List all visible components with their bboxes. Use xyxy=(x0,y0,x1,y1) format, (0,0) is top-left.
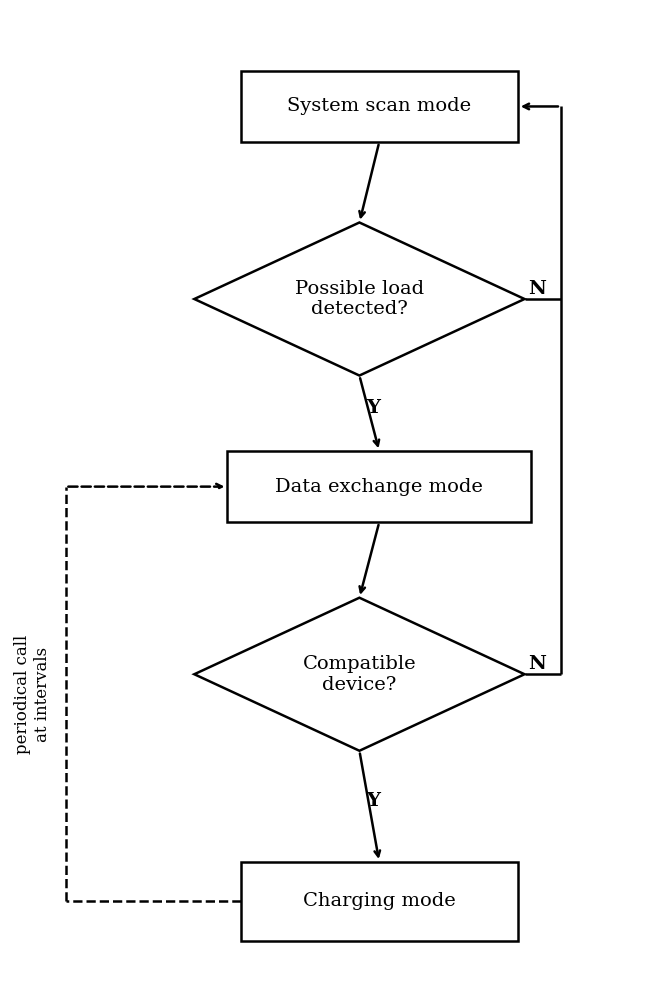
Polygon shape xyxy=(194,222,525,375)
Text: periodical call
at intervals: periodical call at intervals xyxy=(14,635,51,754)
Text: Charging mode: Charging mode xyxy=(303,893,456,911)
Polygon shape xyxy=(194,598,525,751)
Text: Data exchange mode: Data exchange mode xyxy=(275,478,483,496)
Text: System scan mode: System scan mode xyxy=(287,97,472,115)
FancyBboxPatch shape xyxy=(227,451,531,522)
Text: N: N xyxy=(528,280,545,298)
Text: Compatible
device?: Compatible device? xyxy=(302,654,416,694)
FancyBboxPatch shape xyxy=(240,862,518,940)
Text: N: N xyxy=(528,655,545,673)
Text: Y: Y xyxy=(366,399,380,417)
Text: Possible load
detected?: Possible load detected? xyxy=(295,280,424,319)
FancyBboxPatch shape xyxy=(240,71,518,142)
Text: Y: Y xyxy=(366,792,380,810)
